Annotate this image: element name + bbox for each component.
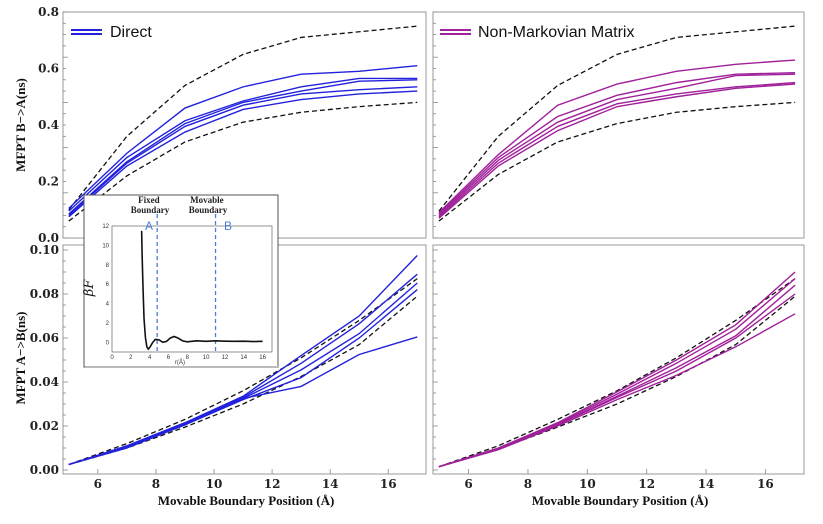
x-tick-label: 8 [524, 477, 532, 491]
inset-y-tick: 4 [106, 302, 110, 308]
series-line-run5 [68, 90, 418, 218]
bound-line-upper [438, 25, 796, 212]
series-line-run4 [68, 289, 418, 466]
legend-label: Direct [110, 24, 152, 41]
inset-y-tick: 12 [102, 224, 109, 230]
marker-a-label: A [145, 219, 153, 233]
legend-label: Non-Markovian Matrix [478, 24, 634, 41]
x-tick-label: 10 [579, 477, 596, 491]
fixed-boundary-line1: Fixed [138, 195, 160, 205]
x-tick-label: 16 [380, 477, 397, 491]
x-tick-label: 10 [206, 477, 223, 491]
y-tick-label: 0.6 [38, 62, 59, 76]
inset-x-tick: 8 [186, 355, 190, 361]
series-line-run3 [438, 73, 796, 216]
y-tick-label: 0.00 [30, 463, 59, 477]
y-tick-label: 0.4 [38, 118, 59, 132]
x-tick-label: 6 [94, 477, 102, 491]
bound-line-lower [68, 101, 418, 222]
y-axis-label: MFPT A−>B(ns) [13, 312, 28, 405]
y-tick-label: 0.08 [30, 287, 59, 301]
y-tick-label: 0.8 [38, 5, 59, 19]
inset-y-tick: 0 [106, 340, 110, 346]
bound-line-lower [438, 295, 796, 468]
inset-x-tick: 6 [167, 355, 171, 361]
series-line-run2 [68, 77, 418, 212]
inset-x-tick: 10 [203, 355, 210, 361]
series-line-run1 [68, 255, 418, 466]
plot-frame [432, 244, 805, 475]
x-tick-label: 12 [638, 477, 655, 491]
inset-x-tick: 0 [110, 355, 114, 361]
series-line-run1 [438, 271, 796, 468]
inset-frame [83, 194, 279, 368]
series-line-run5 [438, 83, 796, 219]
x-axis-label: Movable Boundary Position (Å) [158, 493, 335, 508]
fixed-boundary-label: Fixed Boundary [131, 195, 170, 215]
panel-bottom-right: 6 8 10 12 14 16 Movable Boundary Position (Å) [432, 244, 805, 508]
panel-top-right: Non-Markovian Matrix [432, 11, 805, 239]
x-tick-label: 8 [152, 477, 160, 491]
series-line-run4 [438, 81, 796, 218]
y-tick-label: 0.04 [30, 375, 59, 389]
inset-y-label: βF [82, 279, 97, 298]
free-energy-curve [140, 230, 263, 351]
fixed-boundary-line2: Boundary [131, 205, 170, 215]
x-tick-label: 14 [698, 477, 715, 491]
x-axis-label: Movable Boundary Position (Å) [532, 493, 709, 508]
series-line-run3 [68, 79, 418, 215]
x-tick-label: 14 [322, 477, 339, 491]
movable-boundary-line2: Boundary [189, 205, 228, 215]
inset-y-tick: 6 [106, 282, 110, 288]
y-tick-label: 0.06 [30, 331, 59, 345]
series-line-run2 [438, 278, 796, 468]
y-tick-label: 0.2 [38, 175, 59, 189]
inset-free-energy-plot: 0 2 4 6 8 10 12 14 16 0 2 4 6 8 10 12 Fixed Boundary Mo… [82, 194, 279, 368]
panel-top-left: 0.0 0.2 0.4 0.6 0.8 MFPT B−>A(ns) Direct [13, 5, 427, 245]
inset-plot-area [111, 225, 273, 353]
bound-line-upper [438, 278, 796, 468]
inset-x-tick: 12 [222, 355, 229, 361]
y-tick-label: 0.0 [38, 231, 59, 245]
y-axis-label: MFPT B−>A(ns) [13, 78, 28, 172]
inset-x-tick: 16 [259, 355, 266, 361]
series-line-run5 [68, 336, 418, 466]
movable-boundary-label: Movable Boundary [189, 195, 228, 215]
plot-frame [432, 11, 805, 239]
bound-line-lower [438, 101, 796, 222]
inset-y-tick: 10 [102, 243, 109, 249]
series-line-run2 [438, 72, 796, 215]
series-line-run3 [438, 284, 796, 468]
y-tick-label: 0.10 [30, 243, 59, 257]
inset-x-tick: 14 [240, 355, 247, 361]
inset-shadow [85, 366, 279, 368]
series-line-run1 [68, 64, 418, 209]
inset-x-label: r(Å) [175, 359, 185, 366]
inset-y-tick: 2 [106, 321, 110, 327]
series-line-run4 [68, 86, 418, 216]
bound-line-upper [68, 25, 418, 211]
inset-y-tick: 8 [106, 263, 110, 269]
inset-x-tick: 4 [148, 355, 152, 361]
x-tick-label: 12 [264, 477, 281, 491]
series-line-run5 [438, 313, 796, 468]
x-tick-label: 16 [757, 477, 774, 491]
movable-boundary-line1: Movable [190, 195, 224, 205]
series-line-run1 [438, 59, 796, 214]
x-tick-label: 6 [464, 477, 472, 491]
marker-b-label: B [224, 219, 232, 233]
y-tick-label: 0.02 [30, 419, 59, 433]
inset-x-tick: 2 [129, 355, 133, 361]
